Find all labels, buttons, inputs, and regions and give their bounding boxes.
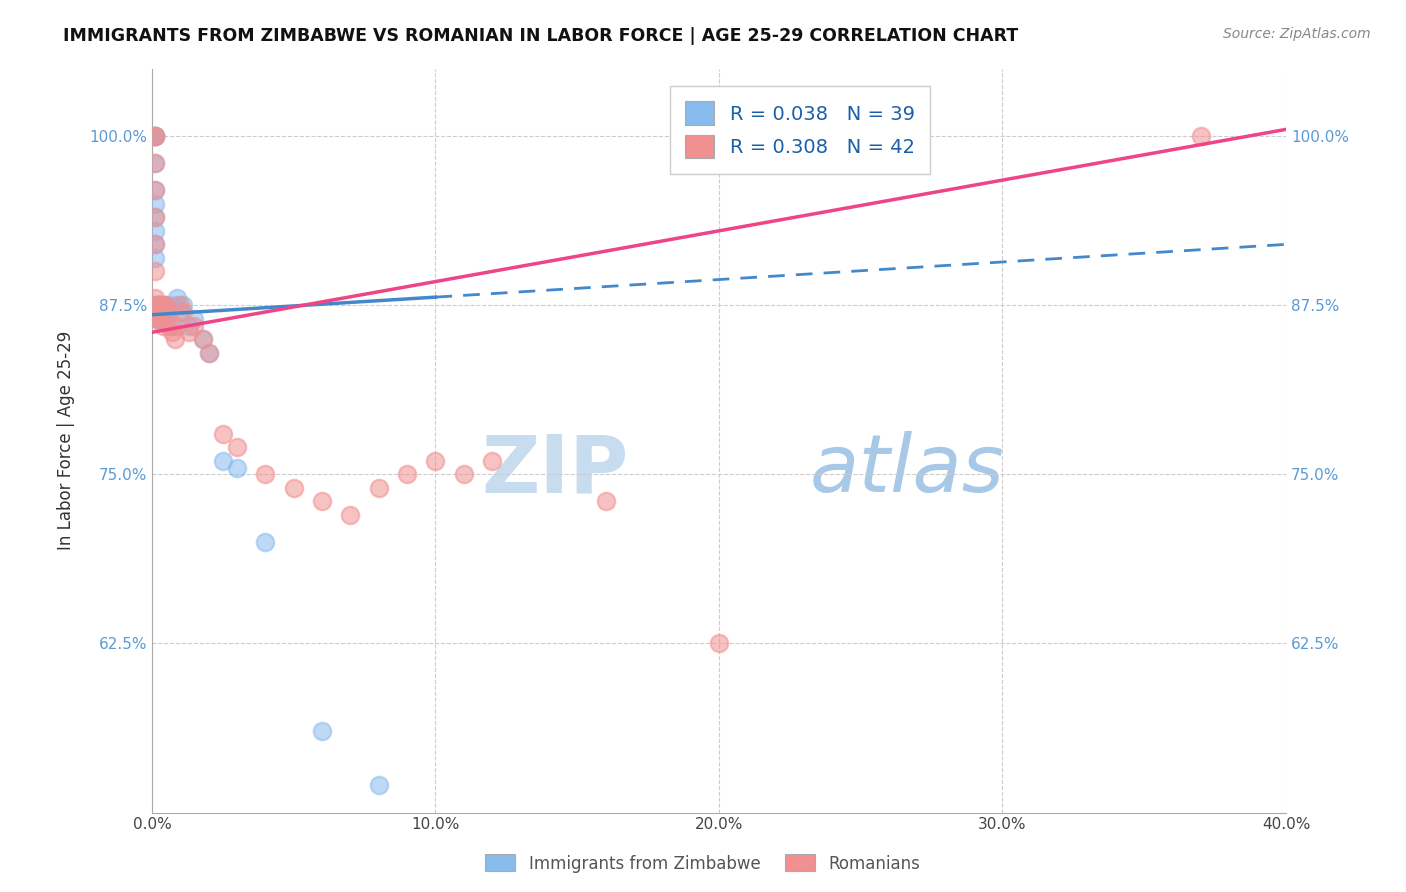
Point (283, 481, 305, 495)
Point (149, 298, 172, 312)
Point (143, 224, 166, 238)
Y-axis label: In Labor Force | Age 25-29: In Labor Force | Age 25-29 (58, 331, 75, 550)
Point (149, 305, 172, 319)
Point (211, 454, 233, 468)
Point (143, 237, 166, 252)
Point (143, 237, 166, 252)
Point (157, 318, 180, 333)
Point (143, 264, 166, 278)
Point (396, 467, 419, 482)
Point (143, 211, 166, 225)
Point (425, 454, 447, 468)
Point (254, 467, 277, 482)
Point (197, 345, 219, 359)
Point (183, 318, 205, 333)
Point (149, 311, 172, 326)
Point (453, 467, 475, 482)
Point (172, 298, 194, 312)
Point (146, 298, 169, 312)
Point (152, 305, 174, 319)
Point (254, 535, 277, 549)
Point (152, 318, 174, 333)
Point (169, 298, 191, 312)
Point (172, 305, 194, 319)
Legend: Immigrants from Zimbabwe, Romanians: Immigrants from Zimbabwe, Romanians (478, 847, 928, 880)
Point (149, 305, 172, 319)
Point (143, 129, 166, 144)
Point (226, 460, 249, 475)
Point (163, 298, 186, 312)
Point (160, 318, 183, 333)
Text: Source: ZipAtlas.com: Source: ZipAtlas.com (1223, 27, 1371, 41)
Point (155, 298, 177, 312)
Point (152, 298, 174, 312)
Point (191, 332, 214, 346)
Point (143, 129, 166, 144)
Point (311, 724, 333, 739)
Point (166, 292, 188, 306)
Point (149, 298, 172, 312)
Point (146, 305, 169, 319)
Point (149, 298, 172, 312)
Point (163, 332, 186, 346)
Point (146, 305, 169, 319)
Point (143, 183, 166, 197)
Point (166, 318, 188, 333)
Point (155, 305, 177, 319)
Point (143, 211, 166, 225)
Point (143, 298, 166, 312)
Point (183, 311, 205, 326)
Point (143, 156, 166, 170)
Point (143, 292, 166, 306)
Point (146, 311, 169, 326)
Point (367, 779, 389, 793)
Text: IMMIGRANTS FROM ZIMBABWE VS ROMANIAN IN LABOR FORCE | AGE 25-29 CORRELATION CHAR: IMMIGRANTS FROM ZIMBABWE VS ROMANIAN IN … (63, 27, 1018, 45)
Point (481, 454, 503, 468)
Point (1189, 129, 1212, 144)
Point (146, 298, 169, 312)
Point (155, 298, 177, 312)
Point (160, 326, 183, 340)
Point (197, 345, 219, 359)
Point (143, 129, 166, 144)
Point (152, 298, 174, 312)
Point (143, 196, 166, 211)
Point (143, 156, 166, 170)
Point (155, 311, 177, 326)
Point (311, 494, 333, 508)
Point (367, 481, 389, 495)
Point (226, 440, 249, 454)
Point (143, 183, 166, 197)
Point (149, 311, 172, 326)
Legend: R = 0.038   N = 39, R = 0.308   N = 42: R = 0.038 N = 39, R = 0.308 N = 42 (669, 86, 931, 174)
Point (169, 305, 191, 319)
Point (595, 494, 617, 508)
Text: atlas: atlas (810, 432, 1004, 509)
Point (191, 332, 214, 346)
Point (143, 298, 166, 312)
Point (146, 298, 169, 312)
Point (157, 305, 180, 319)
Point (143, 129, 166, 144)
Text: ZIP: ZIP (481, 432, 628, 509)
Point (143, 129, 166, 144)
Point (146, 311, 169, 326)
Point (177, 326, 200, 340)
Point (339, 508, 361, 522)
Point (143, 251, 166, 265)
Point (177, 318, 200, 333)
Point (707, 636, 730, 650)
Point (211, 426, 233, 441)
